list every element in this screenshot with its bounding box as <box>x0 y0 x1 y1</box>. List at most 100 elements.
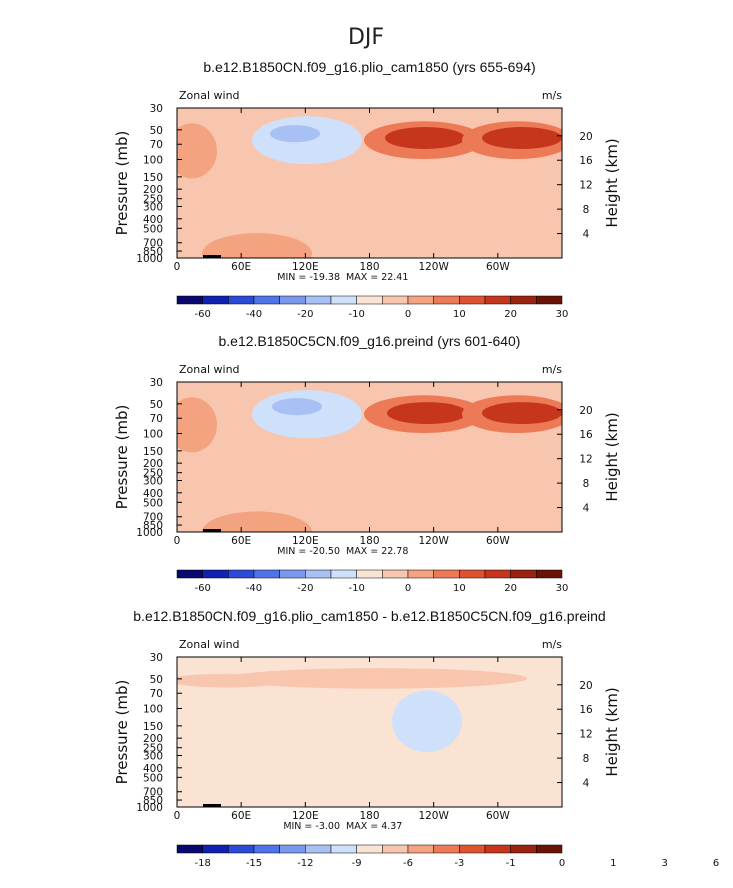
colorbar-label: -20 <box>297 583 313 594</box>
y-tick-label: 30 <box>150 377 163 389</box>
y-tick-label: 200 <box>143 458 163 470</box>
variable-label: Zonal wind <box>179 638 240 651</box>
x-tick-label: 0 <box>174 261 181 273</box>
y-tick-label: 850 <box>143 795 163 807</box>
colorbar-swatch <box>536 569 563 579</box>
colorbar-label: -18 <box>194 858 210 869</box>
contour-region <box>392 690 462 753</box>
variable-label: Zonal wind <box>179 363 240 376</box>
colorbar-swatch <box>510 844 537 854</box>
contour-region <box>202 233 312 258</box>
y2-tick-label: 20 <box>579 405 592 417</box>
max-value: MAX = 22.41 <box>346 272 408 283</box>
colorbar-swatch <box>202 295 229 305</box>
colorbar-label: -10 <box>348 309 364 320</box>
colorbar-label: -3 <box>454 858 464 869</box>
y2-axis-label: Height (km) <box>603 412 621 501</box>
y-tick-label: 850 <box>143 246 163 258</box>
colorbar-swatch <box>407 844 434 854</box>
y-tick-label: 250 <box>143 743 163 755</box>
y2-tick-label: 16 <box>579 155 593 167</box>
colorbar-label: -20 <box>297 309 313 320</box>
y-tick-label: 1000 <box>136 802 163 814</box>
colorbar-swatch <box>330 844 357 854</box>
colorbar-label: 0 <box>559 858 565 869</box>
colorbar-swatch <box>484 844 511 854</box>
y-tick-label: 300 <box>143 201 163 213</box>
y-tick-label: 250 <box>143 468 163 480</box>
y2-tick-label: 12 <box>579 454 592 466</box>
x-tick-label: 180 <box>359 810 379 822</box>
x-tick-label: 180 <box>359 535 379 547</box>
x-tick-label: 120E <box>292 261 319 273</box>
y-tick-label: 50 <box>150 674 163 686</box>
y-axis-label: Pressure (mb) <box>113 680 131 785</box>
min-value: MIN = -19.38 <box>277 272 340 283</box>
y-tick-label: 1000 <box>136 527 163 539</box>
y-tick-label: 30 <box>150 103 163 115</box>
x-tick-label: 60E <box>231 261 251 273</box>
y-tick-label: 100 <box>143 155 163 167</box>
y-tick-label: 500 <box>143 772 163 784</box>
y-tick-label: 700 <box>143 512 163 524</box>
topography <box>203 255 221 258</box>
colorbar: -60 -40 -20 -10 0 10 20 30 <box>176 295 569 320</box>
contour-region <box>202 511 312 532</box>
colorbar-swatch <box>330 569 357 579</box>
x-tick-label: 60E <box>231 810 251 822</box>
colorbar: -60 -40 -20 -10 0 10 20 30 <box>176 569 569 594</box>
colorbar: -18-15-12-9-6-3-101369121518 <box>176 844 719 869</box>
colorbar-label: 6 <box>713 858 719 869</box>
colorbar-label: 30 <box>556 583 569 594</box>
y-tick-label: 500 <box>143 497 163 509</box>
colorbar-swatch <box>382 844 409 854</box>
y-tick-label: 150 <box>143 446 163 458</box>
y-tick-label: 250 <box>143 194 163 206</box>
y2-tick-label: 4 <box>583 229 590 241</box>
colorbar-swatch <box>459 569 486 579</box>
colorbar-swatch <box>202 569 229 579</box>
y-tick-label: 400 <box>143 488 163 500</box>
colorbar-swatch <box>253 569 280 579</box>
colorbar-label: -15 <box>246 858 262 869</box>
panel-title: b.e12.B1850CN.f09_g16.plio_cam1850 - b.e… <box>133 608 605 624</box>
colorbar-label: -40 <box>246 583 262 594</box>
min-value: MIN = -20.50 <box>277 546 340 557</box>
colorbar-swatch <box>484 295 511 305</box>
y-axis-label: Pressure (mb) <box>113 405 131 510</box>
y2-tick-label: 20 <box>579 680 592 692</box>
colorbar-label: 1 <box>610 858 616 869</box>
contour-region <box>177 673 287 688</box>
figure-title: DJF <box>348 25 384 50</box>
colorbar-swatch <box>356 569 383 579</box>
panel-title: b.e12.B1850C5CN.f09_g16.preind (yrs 601-… <box>219 333 521 349</box>
y-tick-label: 500 <box>143 223 163 235</box>
colorbar-label: 30 <box>556 309 569 320</box>
y-tick-label: 70 <box>150 688 163 700</box>
colorbar-swatch <box>433 844 460 854</box>
panel-title: b.e12.B1850CN.f09_g16.plio_cam1850 (yrs … <box>203 59 535 75</box>
colorbar-swatch <box>407 295 434 305</box>
y-tick-label: 50 <box>150 399 163 411</box>
contour-region <box>482 127 562 149</box>
y-tick-label: 200 <box>143 184 163 196</box>
colorbar-swatch <box>176 844 203 854</box>
y-tick-label: 70 <box>150 413 163 425</box>
contour-region <box>385 127 465 149</box>
y-tick-label: 30 <box>150 652 163 664</box>
x-tick-label: 60W <box>486 810 510 822</box>
y-tick-label: 70 <box>150 139 163 151</box>
variable-label: Zonal wind <box>179 89 240 102</box>
colorbar-swatch <box>176 569 203 579</box>
y-tick-label: 850 <box>143 520 163 532</box>
y-tick-label: 400 <box>143 763 163 775</box>
x-tick-label: 120W <box>418 810 449 822</box>
x-tick-label: 120W <box>418 535 449 547</box>
topography <box>203 804 221 807</box>
y2-axis-label: Height (km) <box>603 687 621 776</box>
colorbar-label: -12 <box>297 858 313 869</box>
x-tick-label: 120W <box>418 261 449 273</box>
y2-tick-label: 12 <box>579 729 592 741</box>
colorbar-swatch <box>305 844 332 854</box>
